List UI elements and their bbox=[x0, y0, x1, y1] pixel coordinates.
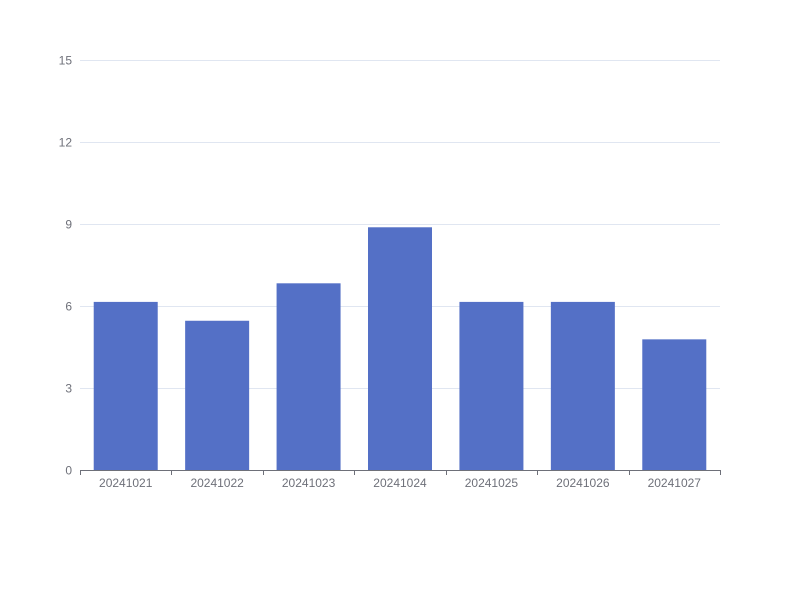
x-tick-label: 20241026 bbox=[556, 476, 610, 490]
x-tick-label: 20241021 bbox=[99, 476, 153, 490]
y-tick-label: 9 bbox=[65, 218, 72, 232]
bar-20241023 bbox=[276, 283, 341, 470]
bar-20241025 bbox=[459, 301, 524, 470]
y-tick-label: 15 bbox=[59, 54, 73, 68]
bar-20241022 bbox=[185, 320, 250, 470]
bar-20241027 bbox=[642, 339, 707, 470]
x-tick-label: 20241022 bbox=[190, 476, 244, 490]
x-tick-label: 20241024 bbox=[373, 476, 427, 490]
y-tick-label: 12 bbox=[59, 136, 73, 150]
y-tick-label: 0 bbox=[65, 464, 72, 478]
bar-20241021 bbox=[93, 301, 158, 470]
y-tick-label: 6 bbox=[65, 300, 72, 314]
x-tick-label: 20241023 bbox=[282, 476, 336, 490]
y-tick-label: 3 bbox=[65, 382, 72, 396]
bar-20241024 bbox=[368, 227, 432, 470]
bar-20241026 bbox=[550, 301, 615, 470]
x-tick-label: 20241025 bbox=[465, 476, 519, 490]
x-tick-label: 20241027 bbox=[648, 476, 702, 490]
